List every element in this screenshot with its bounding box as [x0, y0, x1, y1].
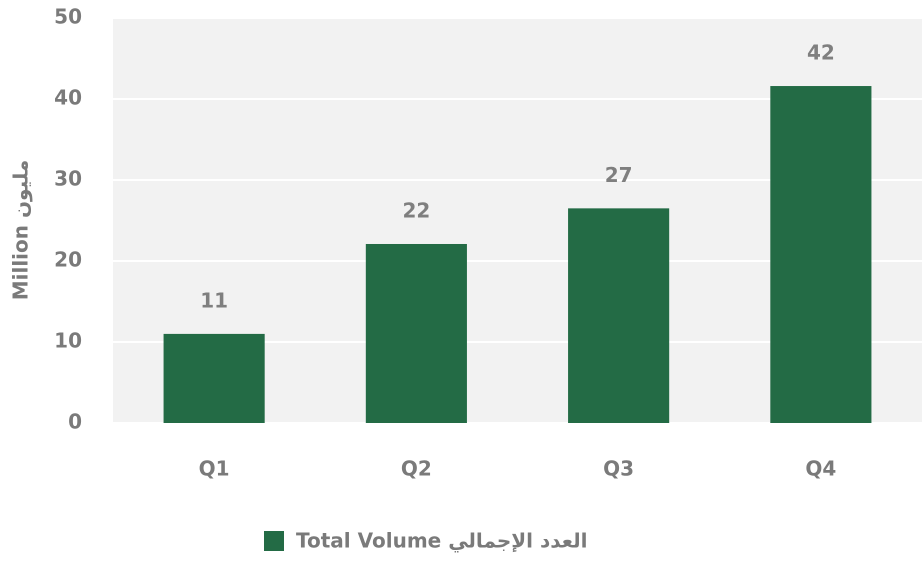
x-tick-label: Q2 — [401, 457, 432, 481]
y-tick-label: 20 — [54, 248, 82, 272]
bar — [163, 333, 265, 423]
y-tick-label: 0 — [68, 410, 82, 434]
y-tick-label: 40 — [54, 86, 82, 110]
value-label: 11 — [200, 288, 228, 312]
y-axis-label: Million مليون — [9, 160, 33, 301]
bar — [365, 243, 467, 423]
value-label: 27 — [605, 163, 633, 187]
x-tick-label: Q3 — [603, 457, 634, 481]
x-tick-label: Q1 — [199, 457, 230, 481]
bar — [568, 208, 670, 423]
x-tick-label: Q4 — [805, 457, 836, 481]
y-tick-label: 50 — [54, 5, 82, 29]
bar — [770, 86, 872, 423]
legend-label: Total Volume العدد الإجمالي — [296, 529, 587, 554]
legend-swatch — [264, 531, 284, 551]
value-label: 22 — [402, 198, 430, 222]
value-label: 42 — [807, 41, 835, 65]
y-tick-label: 30 — [54, 167, 82, 191]
y-tick-label: 10 — [54, 329, 82, 353]
